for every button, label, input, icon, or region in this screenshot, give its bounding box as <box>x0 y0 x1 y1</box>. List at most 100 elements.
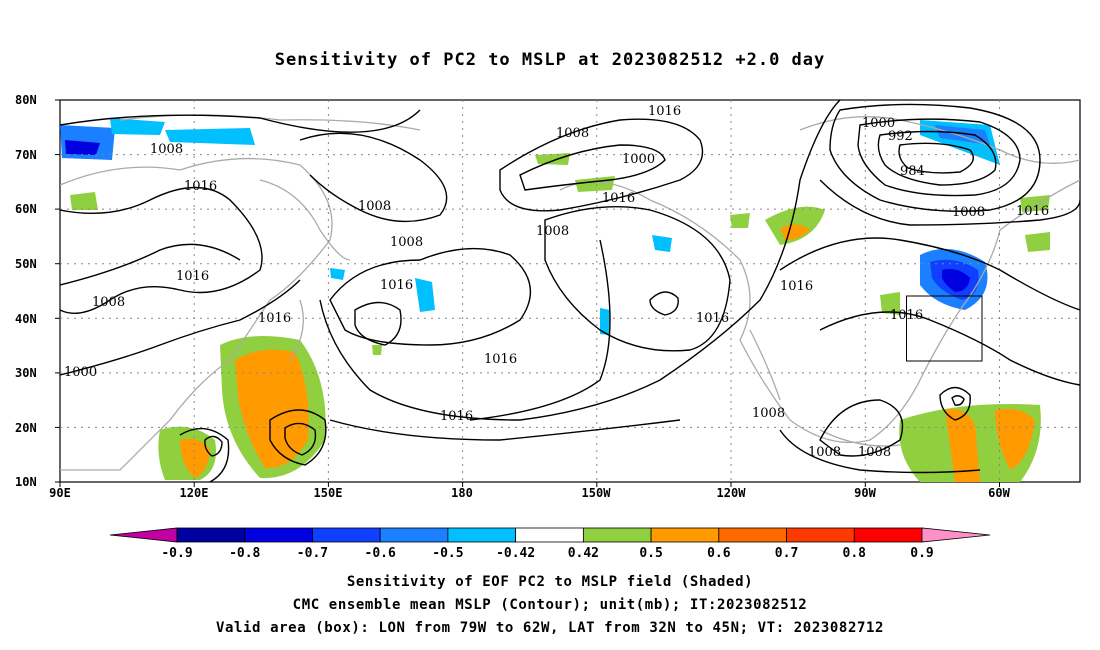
colorbar-label: 0.7 <box>775 546 798 561</box>
shade-neg-region <box>652 235 672 252</box>
contour-label: 1008 <box>808 445 841 460</box>
colorbar-swatch <box>379 527 449 543</box>
contour-label: 1008 <box>752 406 785 421</box>
colorbar-label: 0.5 <box>639 546 662 561</box>
shade-neg-region <box>165 128 255 145</box>
contour-label: 1016 <box>780 279 813 294</box>
contour-label: 1008 <box>92 295 125 310</box>
colorbar-swatch <box>582 527 652 543</box>
mslp-contours <box>60 100 1080 482</box>
colorbar-label: -0.6 <box>365 546 396 561</box>
axis-ticks <box>55 99 1000 487</box>
contour-label: 1008 <box>536 224 569 239</box>
lat-label: 50N <box>15 257 37 271</box>
colorbar-label: 0.9 <box>910 546 933 561</box>
shade-pos-region <box>535 153 570 165</box>
lon-label: 150E <box>314 486 343 500</box>
contour-label: 1016 <box>176 269 209 284</box>
colorbar-label: 0.8 <box>843 546 867 561</box>
colorbar-swatch <box>515 527 584 543</box>
contour-label: 1008 <box>150 142 183 157</box>
contour-label: 1008 <box>390 235 423 250</box>
colorbar-swatch <box>650 527 720 543</box>
shade-pos-region <box>180 438 210 478</box>
contour-label: 1016 <box>258 311 291 326</box>
contour-label: 1000 <box>862 116 895 131</box>
longitude-labels: 90E 120E 150E 180 150W 120W 90W 60W <box>49 486 1010 500</box>
shade-neg-region <box>110 118 165 135</box>
colorbar-low-extension <box>109 527 178 543</box>
latitude-labels: 80N 70N 60N 50N 40N 30N 20N 10N <box>15 93 37 489</box>
shade-neg-region <box>935 125 990 145</box>
lon-label: 120E <box>180 486 209 500</box>
contour-label: 1008 <box>556 126 589 141</box>
shade-pos-region <box>1025 232 1050 252</box>
contour-label: 1016 <box>602 191 635 206</box>
contour-label: 1008 <box>358 199 391 214</box>
shading-layer <box>60 118 1050 482</box>
contour-label: 1016 <box>484 352 517 367</box>
colorbar-label: -0.42 <box>496 546 535 561</box>
lat-label: 20N <box>15 421 37 435</box>
contour-label: 1016 <box>696 311 729 326</box>
colorbar-swatch <box>244 527 313 543</box>
page-title: Sensitivity of PC2 to MSLP at 2023082512… <box>274 50 826 70</box>
colorbar: -0.9 -0.8 -0.7 -0.6 -0.5 -0.42 0.42 0.5 0.6 0.7 0.… <box>109 527 991 561</box>
lon-label: 90W <box>854 486 876 500</box>
lon-label: 90E <box>49 486 71 500</box>
colorbar-label: -0.7 <box>297 546 328 561</box>
colorbar-label: 0.42 <box>568 546 599 561</box>
shade-neg-region <box>600 308 610 335</box>
contour-label: 1000 <box>64 365 97 380</box>
contour-label: 1016 <box>440 409 473 424</box>
shade-neg-region <box>65 140 100 155</box>
lon-label: 180 <box>451 486 473 500</box>
contour-label: 1016 <box>1016 204 1049 219</box>
lat-label: 60N <box>15 202 37 216</box>
shade-pos-region <box>372 345 382 355</box>
lat-label: 80N <box>15 93 37 107</box>
lon-label: 120W <box>717 486 747 500</box>
colorbar-label: -0.8 <box>229 546 260 561</box>
colorbar-high-extension <box>921 527 991 543</box>
lon-label: 150W <box>582 486 612 500</box>
lon-label: 60W <box>988 486 1010 500</box>
shade-pos-region <box>880 292 900 315</box>
lat-label: 30N <box>15 366 37 380</box>
contour-label: 1008 <box>952 205 985 220</box>
colorbar-swatch <box>312 527 381 543</box>
lat-label: 70N <box>15 148 37 162</box>
contour-label: 1000 <box>622 152 655 167</box>
grid-lines <box>60 100 1080 482</box>
contour-label: 992 <box>888 129 913 144</box>
caption-line-1: Sensitivity of EOF PC2 to MSLP field (Sh… <box>346 574 754 590</box>
colorbar-swatch <box>176 527 246 543</box>
colorbar-swatch <box>853 527 923 543</box>
contour-label: 1008 <box>858 445 891 460</box>
valid-area-box <box>906 295 983 362</box>
contour-label: 1016 <box>184 179 217 194</box>
shade-neg-region <box>942 269 970 292</box>
caption-line-2: CMC ensemble mean MSLP (Contour); unit(m… <box>292 597 808 613</box>
contour-label: 1016 <box>380 278 413 293</box>
shade-pos-region <box>995 408 1035 470</box>
colorbar-swatch <box>786 527 855 543</box>
shade-pos-region <box>730 213 750 228</box>
lat-label: 10N <box>15 475 37 489</box>
contour-label: 984 <box>900 164 925 179</box>
shade-pos-region <box>235 349 309 469</box>
lat-label: 40N <box>15 312 37 326</box>
contour-label: 1016 <box>648 104 681 119</box>
caption-line-3: Valid area (box): LON from 79W to 62W, L… <box>215 620 885 636</box>
contour-labels: 1016 1008 1000 1016 1008 1016 1008 1008 … <box>64 104 1049 460</box>
shade-neg-region <box>415 278 435 312</box>
shade-pos-region <box>70 192 98 210</box>
colorbar-label: -0.5 <box>432 546 463 561</box>
colorbar-swatch <box>718 527 787 543</box>
shade-pos-region <box>1020 195 1050 212</box>
colorbar-swatch <box>447 527 517 543</box>
colorbar-label: -0.9 <box>161 546 192 561</box>
colorbar-label: 0.6 <box>707 546 731 561</box>
shade-neg-region <box>330 268 345 280</box>
